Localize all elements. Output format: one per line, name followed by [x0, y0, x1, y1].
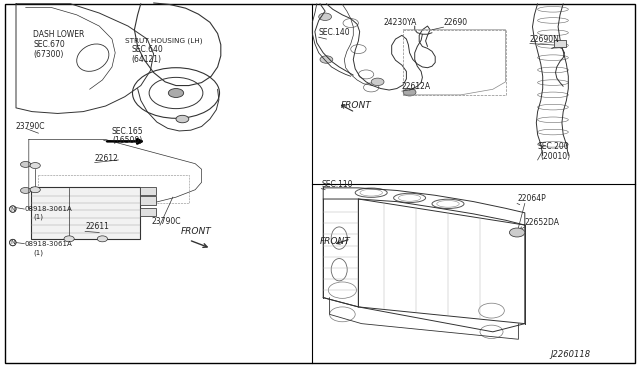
Text: 24230YA: 24230YA — [384, 18, 417, 27]
Text: SEC.200: SEC.200 — [538, 142, 569, 151]
Text: SEC.140: SEC.140 — [319, 28, 350, 37]
Bar — [140, 208, 156, 216]
Circle shape — [319, 13, 332, 20]
Text: 22690: 22690 — [444, 18, 468, 27]
Text: (64121): (64121) — [131, 55, 161, 64]
Text: N: N — [10, 240, 15, 245]
Text: 22064P: 22064P — [517, 195, 546, 203]
Circle shape — [20, 187, 31, 193]
Circle shape — [64, 236, 74, 242]
Circle shape — [20, 161, 31, 167]
Circle shape — [30, 163, 40, 169]
Bar — [554, 40, 566, 46]
Text: FRONT: FRONT — [320, 237, 351, 246]
Text: 23790C: 23790C — [152, 217, 181, 226]
Circle shape — [97, 236, 108, 242]
Circle shape — [168, 89, 184, 97]
Text: FRONT: FRONT — [180, 227, 211, 236]
Text: (1): (1) — [33, 249, 44, 256]
Text: 23790C: 23790C — [16, 122, 45, 131]
Text: SEC.165: SEC.165 — [112, 127, 143, 136]
Text: SEC.110: SEC.110 — [321, 180, 353, 189]
Text: 22690N: 22690N — [530, 35, 560, 44]
Text: N: N — [10, 240, 15, 245]
Text: 08918-3061A: 08918-3061A — [24, 206, 72, 212]
Text: J2260118: J2260118 — [550, 350, 591, 359]
Text: (16500): (16500) — [112, 136, 142, 145]
Text: N: N — [10, 206, 15, 212]
Text: (20010): (20010) — [541, 152, 571, 161]
Circle shape — [176, 115, 189, 123]
Circle shape — [30, 187, 40, 193]
Text: 22652DA: 22652DA — [525, 218, 560, 227]
Text: DASH LOWER: DASH LOWER — [33, 30, 84, 39]
Text: SEC.640: SEC.640 — [131, 45, 163, 54]
Text: (67300): (67300) — [33, 50, 63, 59]
Bar — [31, 187, 140, 239]
Circle shape — [371, 78, 384, 86]
Bar — [140, 196, 156, 205]
Text: 22612A: 22612A — [402, 82, 431, 91]
Circle shape — [320, 56, 333, 63]
Bar — [140, 187, 156, 195]
Text: STRUT HOUSING (LH): STRUT HOUSING (LH) — [125, 37, 202, 44]
Text: 08918-3061A: 08918-3061A — [24, 241, 72, 247]
Text: 22612: 22612 — [95, 154, 118, 163]
Text: FRONT: FRONT — [340, 101, 371, 110]
Text: 22611: 22611 — [85, 222, 109, 231]
Text: (1): (1) — [33, 214, 44, 220]
Text: N: N — [10, 206, 15, 212]
Circle shape — [403, 89, 416, 96]
Text: SEC.670: SEC.670 — [33, 40, 65, 49]
Circle shape — [509, 228, 525, 237]
